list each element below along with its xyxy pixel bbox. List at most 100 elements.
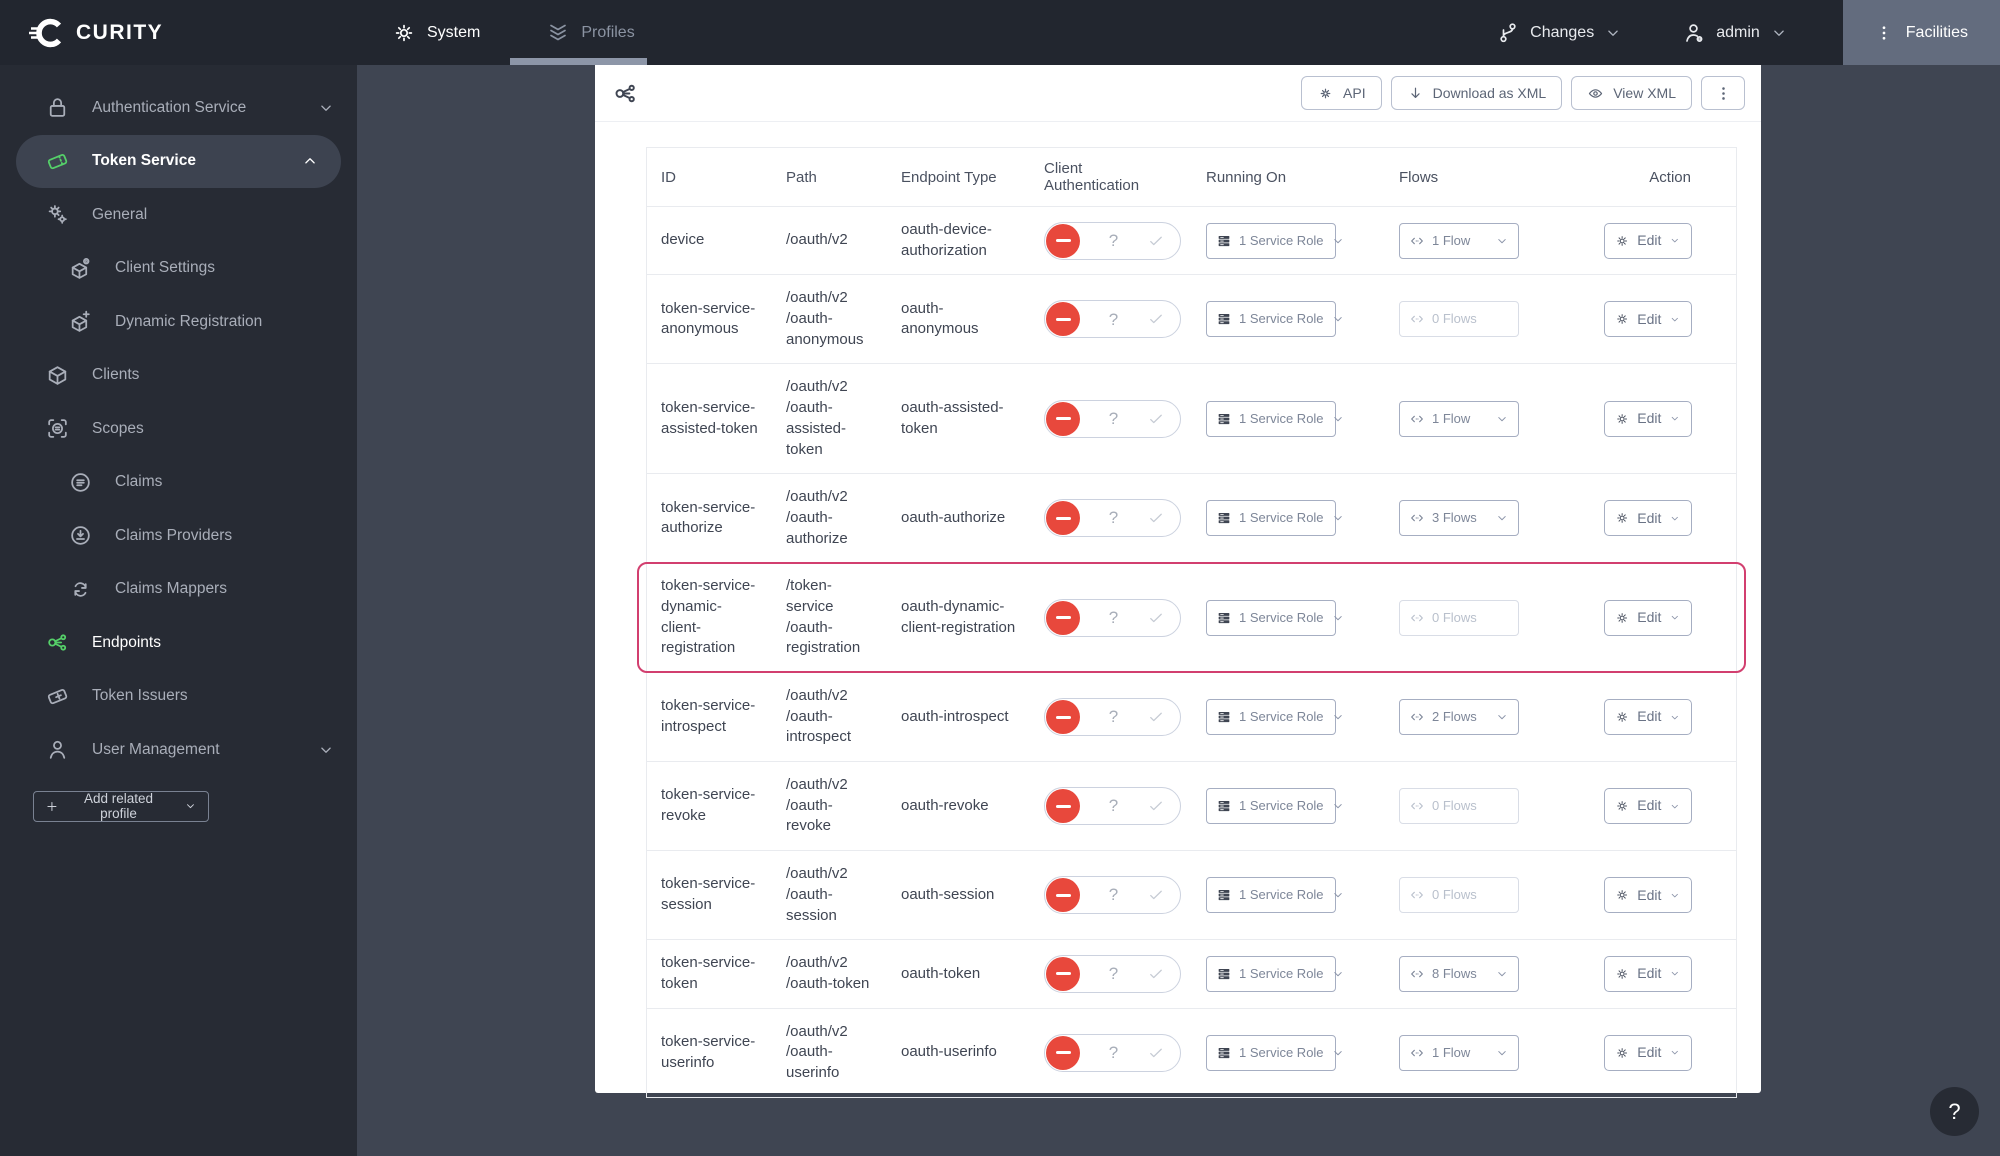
client-auth-toggle[interactable]: ? xyxy=(1044,698,1181,737)
deny-selected-icon[interactable] xyxy=(1046,501,1080,536)
facilities-button[interactable]: Facilities xyxy=(1842,0,2000,65)
deny-selected-icon[interactable] xyxy=(1046,1035,1080,1070)
unknown-option[interactable]: ? xyxy=(1108,964,1119,984)
sidebar-item-endpoints[interactable]: Endpoints xyxy=(0,616,357,670)
edit-button[interactable]: Edit xyxy=(1604,599,1692,636)
client-auth-toggle[interactable]: ? xyxy=(1044,598,1181,637)
tab-profiles[interactable]: Profiles xyxy=(510,0,648,65)
sidebar-item-general[interactable]: General xyxy=(0,188,357,242)
sidebar-item-token-issuers[interactable]: Token Issuers xyxy=(0,670,357,724)
branch-icon xyxy=(1496,21,1520,45)
check-option[interactable] xyxy=(1147,410,1165,428)
check-option[interactable] xyxy=(1147,232,1165,250)
client-auth-toggle[interactable]: ? xyxy=(1044,221,1181,260)
check-option[interactable] xyxy=(1147,708,1165,726)
unknown-option[interactable]: ? xyxy=(1108,1042,1119,1062)
running-on-select[interactable]: 1 Service Role xyxy=(1206,301,1342,338)
deny-selected-icon[interactable] xyxy=(1046,302,1080,337)
check-option[interactable] xyxy=(1147,965,1165,983)
flows-select[interactable]: 1 Flow xyxy=(1399,222,1519,259)
check-option[interactable] xyxy=(1147,886,1165,904)
running-on-select[interactable]: 1 Service Role xyxy=(1206,1034,1342,1071)
flows-select[interactable]: 3 Flows xyxy=(1399,500,1519,537)
deny-selected-icon[interactable] xyxy=(1046,600,1080,635)
unknown-option[interactable]: ? xyxy=(1108,409,1119,429)
deny-selected-icon[interactable] xyxy=(1046,401,1080,436)
running-on-select[interactable]: 1 Service Role xyxy=(1206,222,1342,259)
unknown-option[interactable]: ? xyxy=(1108,230,1119,250)
sidebar-item-claims-providers[interactable]: Claims Providers xyxy=(0,509,357,563)
add-related-profile-button[interactable]: Add related profile xyxy=(33,790,209,822)
edit-button[interactable]: Edit xyxy=(1604,955,1692,992)
chevron-down-icon xyxy=(1669,889,1681,902)
flows-select[interactable]: 0 Flows xyxy=(1399,301,1519,338)
edit-button[interactable]: Edit xyxy=(1604,500,1692,537)
help-button[interactable]: ? xyxy=(1930,1087,1979,1136)
unknown-option[interactable]: ? xyxy=(1108,707,1119,727)
deny-selected-icon[interactable] xyxy=(1046,956,1080,991)
running-on-select[interactable]: 1 Service Role xyxy=(1206,699,1342,736)
unknown-option[interactable]: ? xyxy=(1108,796,1119,816)
flows-select[interactable]: 1 Flow xyxy=(1399,400,1519,437)
edit-button[interactable]: Edit xyxy=(1604,877,1692,914)
edit-button[interactable]: Edit xyxy=(1604,1034,1692,1071)
tab-system[interactable]: System xyxy=(388,0,484,65)
unknown-option[interactable]: ? xyxy=(1108,508,1119,528)
sidebar-item-claims[interactable]: Claims xyxy=(0,456,357,510)
client-auth-toggle[interactable]: ? xyxy=(1044,876,1181,915)
unknown-option[interactable]: ? xyxy=(1108,607,1119,627)
client-auth-toggle[interactable]: ? xyxy=(1044,1033,1181,1072)
check-option[interactable] xyxy=(1147,609,1165,627)
flows-select[interactable]: 8 Flows xyxy=(1399,955,1519,992)
sidebar-item-token-service[interactable]: Token Service xyxy=(16,134,341,188)
curity-logo[interactable]: CURITY xyxy=(0,18,163,48)
deny-selected-icon[interactable] xyxy=(1046,878,1080,913)
sidebar-item-dynamic-registration[interactable]: Dynamic Registration xyxy=(0,295,357,349)
sidebar-item-scopes[interactable]: Scopes xyxy=(0,402,357,456)
client-auth-toggle[interactable]: ? xyxy=(1044,300,1181,339)
running-on-select[interactable]: 1 Service Role xyxy=(1206,599,1342,636)
unknown-option[interactable]: ? xyxy=(1108,309,1119,329)
view-xml-button[interactable]: View XML xyxy=(1571,76,1692,110)
running-on-select[interactable]: 1 Service Role xyxy=(1206,400,1342,437)
chevron-down-icon xyxy=(1669,611,1681,624)
unknown-option[interactable]: ? xyxy=(1108,885,1119,905)
check-option[interactable] xyxy=(1147,509,1165,527)
client-auth-toggle[interactable]: ? xyxy=(1044,787,1181,826)
endpoint-type: oauth-device-authorization xyxy=(901,221,992,259)
user-menu[interactable]: admin xyxy=(1682,21,1788,45)
flows-select[interactable]: 1 Flow xyxy=(1399,1034,1519,1071)
sidebar-item-user-management[interactable]: User Management xyxy=(0,723,357,777)
more-options-button[interactable] xyxy=(1701,76,1745,110)
flows-select[interactable]: 2 Flows xyxy=(1399,699,1519,736)
client-auth-toggle[interactable]: ? xyxy=(1044,954,1181,993)
flows-select[interactable]: 0 Flows xyxy=(1399,877,1519,914)
sidebar-item-clients[interactable]: Clients xyxy=(0,349,357,403)
running-on-select[interactable]: 1 Service Role xyxy=(1206,877,1342,914)
api-button[interactable]: API xyxy=(1301,76,1382,110)
edit-button[interactable]: Edit xyxy=(1604,222,1692,259)
edit-button[interactable]: Edit xyxy=(1604,699,1692,736)
edit-button[interactable]: Edit xyxy=(1604,788,1692,825)
changes-menu[interactable]: Changes xyxy=(1496,21,1622,45)
running-on-select[interactable]: 1 Service Role xyxy=(1206,500,1342,537)
check-option[interactable] xyxy=(1147,797,1165,815)
endpoint-type: oauth-token xyxy=(901,964,981,982)
sidebar-item-client-settings[interactable]: Client Settings xyxy=(0,242,357,296)
check-option[interactable] xyxy=(1147,310,1165,328)
running-on-select[interactable]: 1 Service Role xyxy=(1206,955,1342,992)
running-on-select[interactable]: 1 Service Role xyxy=(1206,788,1342,825)
flows-select[interactable]: 0 Flows xyxy=(1399,788,1519,825)
sidebar-item-claims-mappers[interactable]: Claims Mappers xyxy=(0,563,357,617)
edit-button[interactable]: Edit xyxy=(1604,400,1692,437)
check-option[interactable] xyxy=(1147,1044,1165,1062)
deny-selected-icon[interactable] xyxy=(1046,223,1080,258)
download-xml-button[interactable]: Download as XML xyxy=(1390,76,1563,110)
client-auth-toggle[interactable]: ? xyxy=(1044,399,1181,438)
deny-selected-icon[interactable] xyxy=(1046,789,1080,824)
sidebar-item-authentication-service[interactable]: Authentication Service xyxy=(0,81,357,135)
client-auth-toggle[interactable]: ? xyxy=(1044,499,1181,538)
flows-select[interactable]: 0 Flows xyxy=(1399,599,1519,636)
edit-button[interactable]: Edit xyxy=(1604,301,1692,338)
deny-selected-icon[interactable] xyxy=(1046,700,1080,735)
